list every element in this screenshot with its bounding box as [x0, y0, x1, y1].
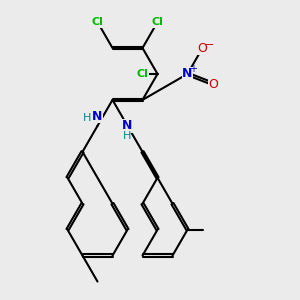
Text: Cl: Cl: [92, 17, 104, 27]
Text: Cl: Cl: [152, 17, 164, 27]
Text: Cl: Cl: [136, 69, 148, 79]
Text: N: N: [122, 119, 133, 132]
Text: +: +: [189, 64, 197, 74]
Text: N: N: [182, 68, 193, 80]
Text: −: −: [205, 40, 215, 50]
Text: H: H: [123, 131, 132, 141]
Text: H: H: [83, 113, 91, 123]
Text: N: N: [92, 110, 103, 123]
Text: O: O: [208, 77, 218, 91]
Text: O: O: [198, 41, 207, 55]
